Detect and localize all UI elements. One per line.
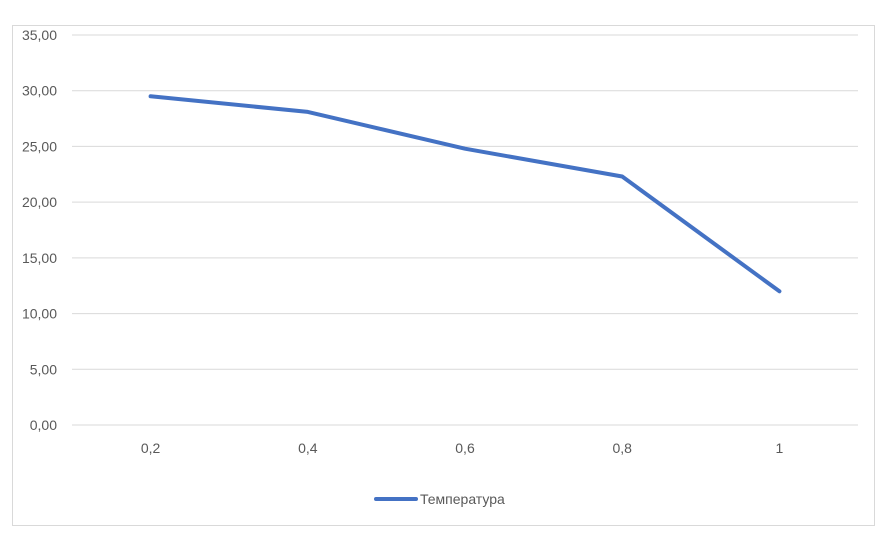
- y-tick-label: 10,00: [22, 306, 57, 322]
- gridlines: [72, 34, 858, 426]
- chart-frame: [12, 25, 875, 526]
- series-group: [148, 94, 782, 294]
- legend-label: Температура: [420, 491, 505, 507]
- x-tick-label: 0,6: [455, 440, 475, 456]
- y-tick-label: 30,00: [22, 83, 57, 99]
- y-tick-label: 15,00: [22, 250, 57, 266]
- y-tick-label: 35,00: [22, 27, 57, 43]
- legend: Температура: [374, 491, 505, 507]
- y-axis-tick-labels: 0,00 5,00 10,00 15,00 20,00 25,00 30,00 35,00: [22, 27, 57, 433]
- y-tick-label: 0,00: [30, 417, 57, 433]
- x-tick-label: 0,2: [141, 440, 161, 456]
- x-tick-label: 1: [776, 440, 784, 456]
- y-tick-label: 5,00: [30, 361, 57, 377]
- y-tick-label: 20,00: [22, 194, 57, 210]
- y-tick-label: 25,00: [22, 138, 57, 154]
- series-line: [148, 94, 782, 294]
- x-tick-label: 0,4: [298, 440, 318, 456]
- x-axis-tick-labels: 0,2 0,4 0,6 0,8 1: [141, 440, 784, 456]
- x-tick-label: 0,8: [612, 440, 632, 456]
